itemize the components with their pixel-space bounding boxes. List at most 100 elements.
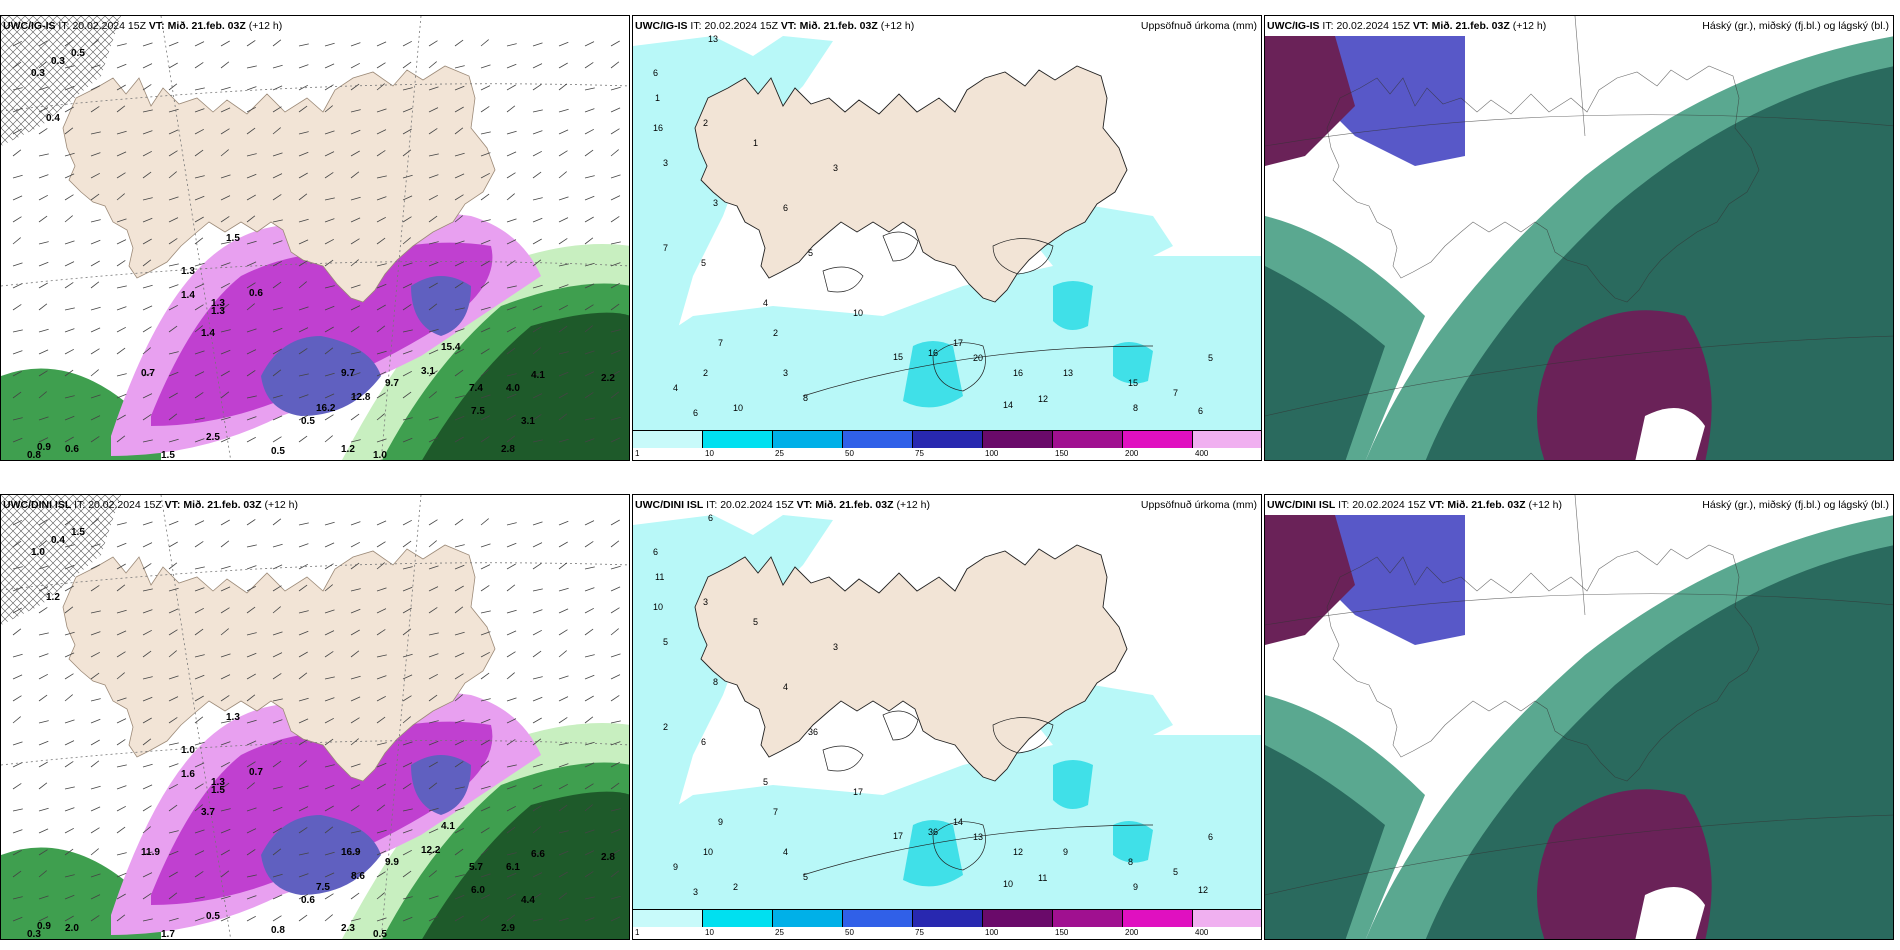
gust-value-labels: 1.0 0.4 1.5 1.2 1.3 1.0 1.6 1.5 3.7 11.9 16.9 8.6 9.… xyxy=(27,527,615,940)
precip-area-light xyxy=(633,36,833,356)
it-label: IT: xyxy=(1338,499,1350,511)
precip-panel-row2: UWC/DINI ISL IT: 20.02.2024 15Z VT: Mið.… xyxy=(632,494,1262,940)
gust-value: 0.7 xyxy=(141,368,155,379)
precip-area-mid xyxy=(903,341,963,408)
colorbar-swatch xyxy=(1193,910,1261,927)
gust-value: 12.2 xyxy=(421,845,441,856)
vt-label: VT: xyxy=(1428,499,1445,511)
precip-value: 4 xyxy=(783,847,788,857)
it-label: IT: xyxy=(706,499,718,511)
gust-value-labels: 0.3 0.3 0.5 0.4 1.5 1.3 1.4 1.3 1.4 0.7 9.7 12.8 9.7… xyxy=(27,48,615,461)
gust-value: 0.8 xyxy=(27,450,41,461)
precip-area-mid xyxy=(1053,760,1093,809)
colorbar-swatch xyxy=(983,431,1053,448)
gust-value: 0.8 xyxy=(271,925,285,936)
iceland-land xyxy=(694,544,1128,782)
lead-time: (+12 h) xyxy=(248,20,283,32)
gust-max-core xyxy=(261,815,381,895)
colorbar-swatch xyxy=(773,431,843,448)
gust-value: 3.7 xyxy=(201,807,215,818)
lead-time: (+12 h) xyxy=(896,499,931,511)
colorbar-swatch xyxy=(983,910,1053,927)
gust-value: 0.6 xyxy=(65,444,79,455)
gust-value: 0.6 xyxy=(301,895,315,906)
gust-value: 16.9 xyxy=(341,847,361,858)
model-name: UWC/DINI ISL xyxy=(1267,499,1336,511)
precip-value: 2 xyxy=(733,882,738,892)
lead-time: (+12 h) xyxy=(264,499,299,511)
precip-value: 16 xyxy=(653,123,663,133)
gust-value: 4.4 xyxy=(521,895,535,906)
it-value: 20.02.2024 15Z xyxy=(88,499,162,511)
glacier-outlines xyxy=(802,710,1154,876)
gust-value: 0.3 xyxy=(27,929,41,940)
colorbar-swatch xyxy=(703,910,773,927)
colorbar-swatch xyxy=(1123,431,1193,448)
wind-gust-map: 1.0 0.4 1.5 1.2 1.3 1.0 1.6 1.5 3.7 11.9 16.9 8.6 9.… xyxy=(1,495,629,940)
it-value: 20.02.2024 15Z xyxy=(72,20,146,32)
gust-value: 15.4 xyxy=(441,342,461,353)
gust-value: 0.9 xyxy=(37,442,51,453)
precip-value: 10 xyxy=(733,403,743,413)
precip-value: 36 xyxy=(928,827,938,837)
gust-value: 1.4 xyxy=(201,328,215,339)
vt-label: VT: xyxy=(780,20,797,32)
gust-value: 0.6 xyxy=(249,288,263,299)
precip-value: 5 xyxy=(808,248,813,258)
model-name: UWC/DINI ISL xyxy=(3,499,72,511)
colorbar-swatch xyxy=(773,910,843,927)
precip-area-mid xyxy=(1113,342,1153,384)
gust-value: 1.0 xyxy=(181,745,195,756)
gust-value: 2.5 xyxy=(206,432,220,443)
gust-value: 1.0 xyxy=(31,547,45,558)
gust-max-core xyxy=(411,276,471,336)
wind-barbs xyxy=(12,518,621,922)
panel-header: UWC/IG-IS IT: 20.02.2024 15Z VT: Mið. 21… xyxy=(3,20,282,32)
colorbar-level-label: 25 xyxy=(775,449,784,458)
precip-value: 9 xyxy=(718,817,723,827)
low-cloud-area xyxy=(1265,745,1385,939)
precip-value: 16 xyxy=(1013,368,1023,378)
precip-value: 10 xyxy=(1003,879,1013,889)
colorbar-level-label: 10 xyxy=(705,449,714,458)
precip-value: 6 xyxy=(653,68,658,78)
precip-colorbar: 1 10 25 50 75 100 150 200 400 xyxy=(633,909,1261,939)
precip-value: 12 xyxy=(1038,394,1048,404)
vt-value: Mið. 21.feb. 03Z xyxy=(1447,499,1526,511)
precip-value: 3 xyxy=(713,198,718,208)
iceland-outline xyxy=(1326,65,1760,303)
lead-time: (+12 h) xyxy=(1528,499,1563,511)
gust-value: 0.5 xyxy=(206,911,220,922)
gust-value: 9.9 xyxy=(385,857,399,868)
high-cloud-area xyxy=(1265,36,1355,166)
wind-panel-row2: UWC/DINI ISL IT: 20.02.2024 15Z VT: Mið.… xyxy=(0,494,630,940)
gust-value: 1.0 xyxy=(373,450,387,461)
colorbar-level-label: 1 xyxy=(635,449,640,458)
precip-value: 3 xyxy=(833,642,838,652)
colorbar-swatch xyxy=(843,910,913,927)
model-name: UWC/IG-IS xyxy=(3,20,56,32)
cloud-panel-row1: UWC/IG-IS IT: 20.02.2024 15Z VT: Mið. 21… xyxy=(1264,15,1894,461)
gust-value: 4.1 xyxy=(531,370,545,381)
colorbar-swatch xyxy=(633,431,703,448)
vt-value: Mið. 21.feb. 03Z xyxy=(167,20,246,32)
lead-time: (+12 h) xyxy=(880,20,915,32)
colorbar-swatch xyxy=(1123,910,1193,927)
gust-value: 1.4 xyxy=(181,290,195,301)
gust-value: 12.8 xyxy=(351,392,371,403)
precip-value: 14 xyxy=(1003,400,1013,410)
precip-value: 3 xyxy=(693,887,698,897)
precip-title: Uppsöfnuð úrkoma (mm) xyxy=(1140,20,1257,32)
gust-value: 7.4 xyxy=(469,383,483,394)
precip-value: 7 xyxy=(663,243,668,253)
lead-time: (+12 h) xyxy=(1512,20,1547,32)
precip-value: 6 xyxy=(1198,406,1203,416)
high-cloud-area xyxy=(1265,515,1355,645)
colorbar-swatch xyxy=(1193,431,1261,448)
gust-value: 5.7 xyxy=(469,862,483,873)
precip-value: 14 xyxy=(953,817,963,827)
gust-value: 1.5 xyxy=(71,527,85,538)
precip-colorbar: 1 10 25 50 75 100 150 200 400 xyxy=(633,430,1261,460)
